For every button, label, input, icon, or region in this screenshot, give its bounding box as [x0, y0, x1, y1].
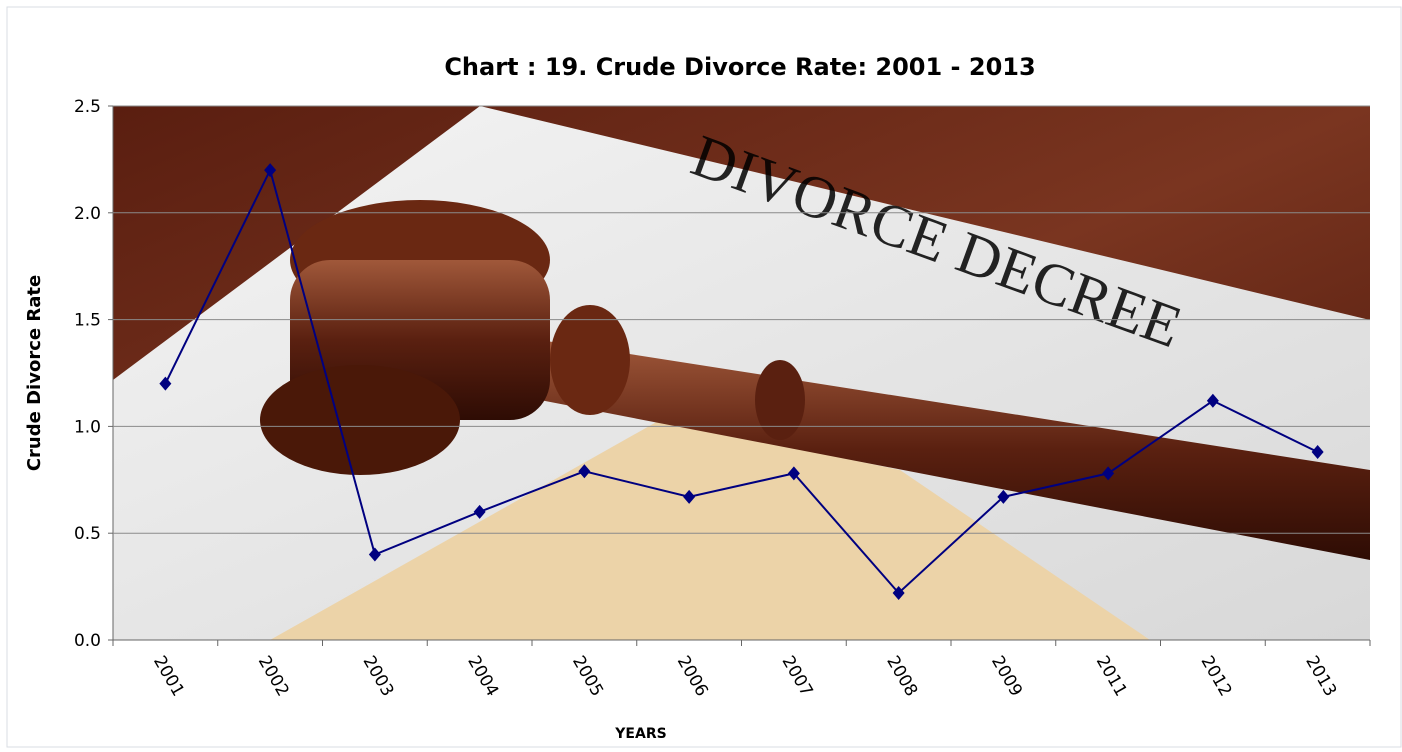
x-tick-label: 2011	[1092, 653, 1131, 700]
y-tick-label: 1.5	[74, 311, 101, 331]
x-tick-label: 2003	[359, 653, 398, 700]
x-tick-label: 2004	[463, 653, 502, 700]
y-tick-label: 2.0	[74, 204, 101, 224]
x-tick-label: 2009	[987, 653, 1026, 700]
y-tick-label: 2.5	[74, 97, 101, 117]
y-tick-label: 1.0	[74, 417, 101, 437]
x-tick-label: 2008	[882, 653, 921, 700]
x-tick-label: 2006	[673, 653, 712, 700]
x-tick-label: 2012	[1197, 653, 1236, 700]
chart-title: Chart : 19. Crude Divorce Rate: 2001 - 2…	[444, 53, 1035, 81]
y-axis-title: Crude Divorce Rate	[24, 275, 45, 471]
x-tick-label: 2002	[254, 653, 293, 700]
chart: DIVORCE DECREE Chart : 19. Crude Divorce…	[0, 0, 1402, 748]
y-tick-label: 0.5	[74, 524, 101, 544]
x-tick-label: 2007	[778, 653, 817, 700]
x-tick-label: 2005	[568, 653, 607, 700]
x-tick-label: 2001	[149, 653, 188, 700]
x-tick-label: 2013	[1301, 653, 1340, 700]
x-axis-title: YEARS	[614, 726, 666, 742]
y-tick-label: 0.0	[74, 631, 101, 651]
